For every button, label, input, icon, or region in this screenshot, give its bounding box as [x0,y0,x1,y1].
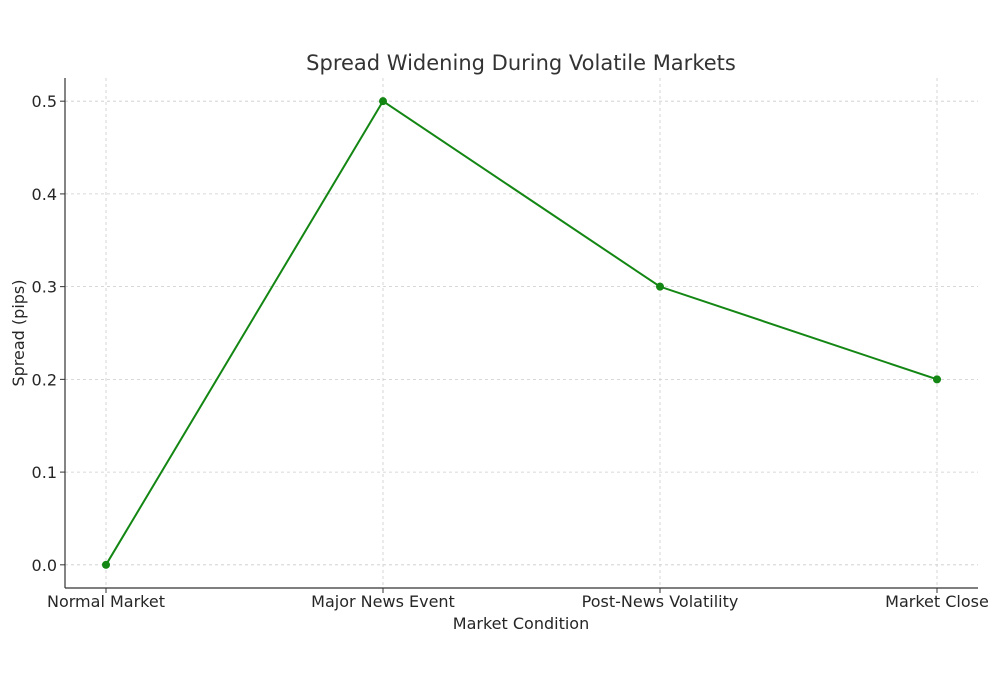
x-tick-label: Post-News Volatility [582,592,739,611]
y-tick-label: 0.5 [32,92,57,111]
y-tick-label: 0.3 [32,278,57,297]
chart-title: Spread Widening During Volatile Markets [306,51,736,75]
data-point [656,282,665,291]
x-tick-label: Normal Market [47,592,165,611]
y-axis-label: Spread (pips) [9,279,28,386]
x-tick-label: Market Close [885,592,989,611]
y-tick-label: 0.4 [32,185,57,204]
y-tick-label: 0.0 [32,556,57,575]
y-tick-label: 0.2 [32,370,57,389]
x-tick-label: Major News Event [311,592,455,611]
series-line [105,99,938,566]
x-axis-label: Market Condition [453,614,589,633]
y-tick-label: 0.1 [32,463,57,482]
data-point [101,560,110,569]
data-point [933,375,942,384]
data-point [378,97,387,106]
